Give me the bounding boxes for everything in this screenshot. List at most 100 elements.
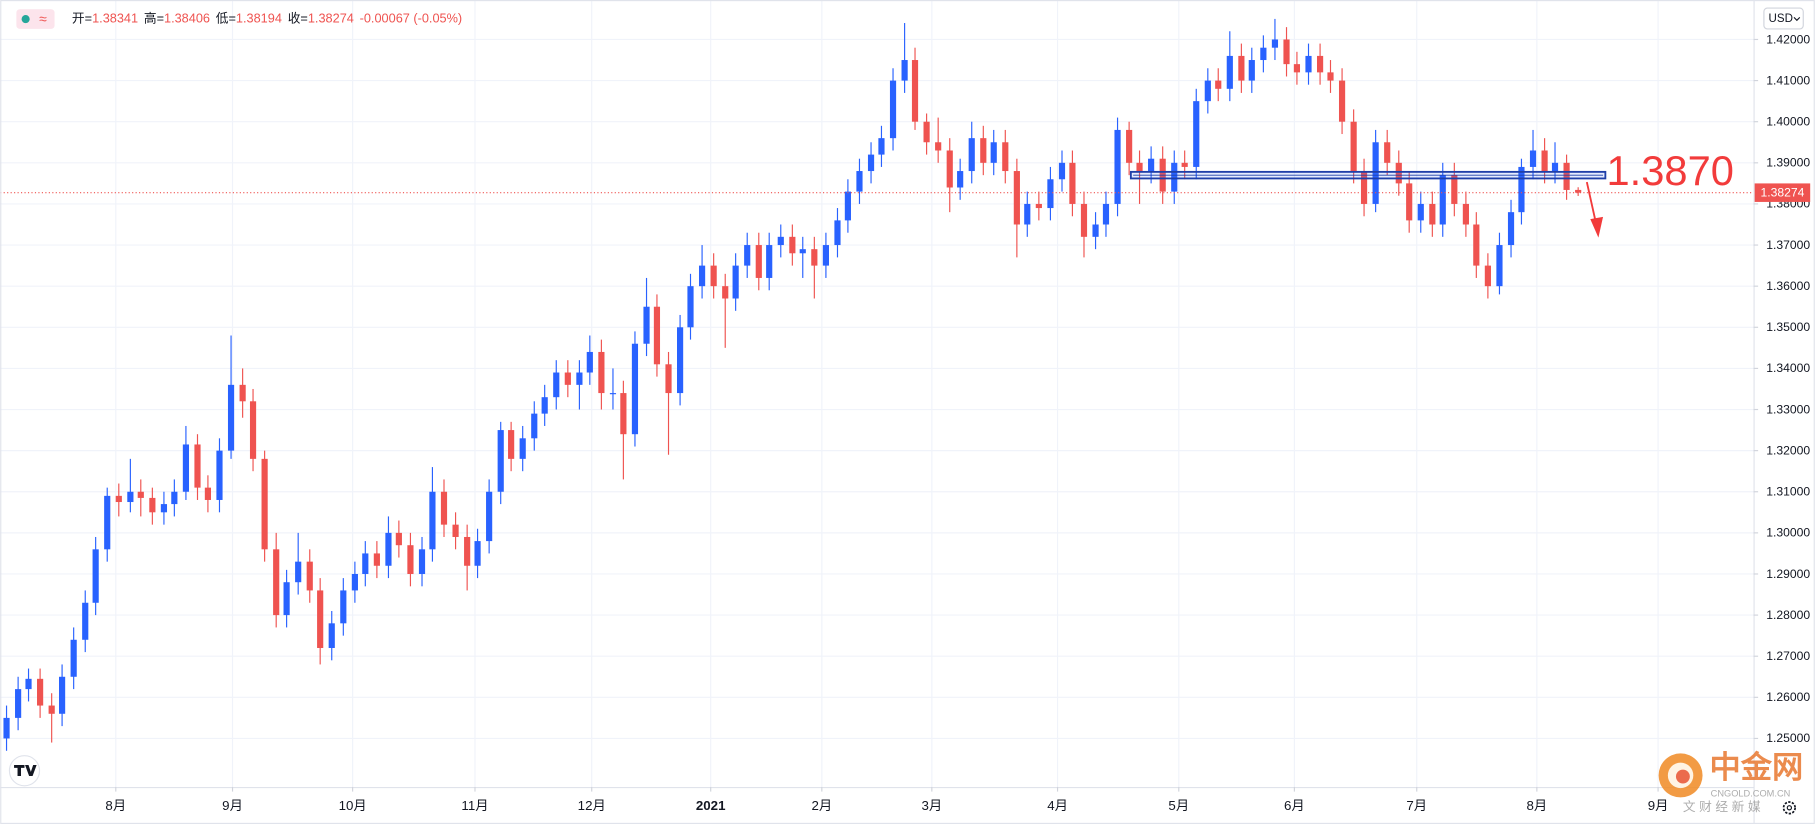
settings[interactable] (1782, 801, 1797, 815)
candle-body (755, 245, 762, 278)
candle-body (878, 138, 885, 155)
watermark: 中金网 CNGOLD.COM.CN 文 财 经 新 媒 (1658, 750, 1803, 814)
candle-body (732, 265, 739, 299)
candle-body (598, 351, 605, 394)
watermark-logo-core (1675, 769, 1690, 784)
watermark-tagline: 文 财 经 新 媒 (1683, 799, 1761, 814)
candle-body (1406, 183, 1413, 221)
candle-body (1226, 55, 1233, 89)
candle-body (340, 590, 347, 624)
x-tick-label: 5月 (1168, 798, 1189, 813)
legend-value: -0.00067 (-0.05%) (360, 11, 463, 26)
candle-body (799, 249, 806, 254)
legend-label: 低= (216, 11, 236, 26)
candle-body (541, 397, 548, 414)
candle-body (317, 590, 324, 648)
candle-body (946, 150, 953, 188)
candle-body (429, 491, 436, 550)
legend-value: 1.38274 (308, 11, 354, 26)
candle-body (216, 450, 223, 500)
candle-body (283, 582, 290, 616)
gear-hub (1786, 805, 1793, 811)
candle-body (1473, 224, 1480, 266)
candle-body (1327, 72, 1334, 81)
candle-body (182, 444, 190, 492)
legend-label: 开= (72, 11, 92, 26)
candle-body (1002, 142, 1009, 172)
candle-body (901, 60, 908, 81)
currency-selector[interactable]: USD (1763, 7, 1804, 30)
y-tick-label: 1.28000 (1766, 608, 1810, 622)
candle-body (261, 458, 268, 550)
overlay: 1.3870 (0, 147, 1754, 238)
candle-body (160, 504, 168, 513)
candle-body (1092, 224, 1099, 237)
dropdown-caret (1793, 16, 1801, 22)
y-tick-label: 1.26000 (1766, 690, 1810, 704)
candle-body (508, 430, 515, 459)
candle-body (1462, 203, 1469, 225)
header: ≈ 开=1.38341 高=1.38406 低=1.38194 收=1.38274 -0… (16, 9, 462, 29)
candle-body (452, 524, 459, 537)
candle-body (1484, 265, 1491, 287)
candle-body (1518, 166, 1525, 213)
candle-body (171, 491, 178, 505)
y-tick-label: 1.32000 (1766, 443, 1810, 457)
candle-body (1551, 162, 1559, 172)
x-tick-label: 3月 (921, 798, 942, 813)
y-tick-label: 1.31000 (1766, 485, 1810, 499)
legend-value: 1.38194 (236, 11, 282, 26)
candle-body (1260, 47, 1267, 61)
candle-body (856, 171, 863, 192)
candle-body (1360, 171, 1368, 204)
status-dot (21, 15, 30, 24)
x-tick-label: 8月 (1526, 798, 1547, 813)
candle-body (1215, 80, 1222, 89)
y-tick-label: 1.33000 (1766, 402, 1810, 416)
y-tick-label: 1.29000 (1766, 567, 1810, 581)
axes: 1.25000 1.26000 1.27000 1.28000 1.29000 1.300… (105, 32, 1810, 813)
y-tick-label: 1.40000 (1766, 114, 1810, 128)
candle-body (1541, 150, 1548, 172)
logo-circle[interactable] (8, 755, 41, 787)
legend-value: 1.38341 (92, 11, 138, 26)
candle-body (3, 717, 10, 739)
y-tick-label: 1.36000 (1766, 279, 1810, 293)
currency-label[interactable]: USD (1769, 13, 1793, 25)
candle-body (1181, 162, 1188, 167)
candle-body (1271, 39, 1279, 48)
candle-body (1338, 80, 1346, 122)
tv-logo[interactable] (8, 755, 41, 787)
candle-body (59, 676, 66, 714)
candle-body (15, 689, 22, 718)
level-label: 1.3870 (1607, 147, 1734, 194)
candle-body (486, 491, 493, 542)
candle-body (82, 602, 89, 640)
candle-body (935, 142, 942, 151)
candle-body (306, 561, 313, 591)
candle-body (1575, 189, 1582, 193)
candle-body (104, 495, 111, 550)
y-tick-label: 1.35000 (1766, 320, 1810, 334)
candle-body (990, 142, 997, 163)
candle-body (1529, 150, 1537, 167)
candle-body (867, 154, 875, 172)
x-tick-label: 7月 (1406, 798, 1427, 813)
y-tick-label: 1.30000 (1766, 526, 1810, 540)
candle-body (980, 138, 987, 163)
candle-body (295, 561, 302, 583)
candle-body (811, 249, 818, 266)
candle-body (92, 549, 99, 603)
gear-icon[interactable] (1782, 801, 1797, 815)
currency-box[interactable] (1763, 7, 1804, 30)
candle-body (957, 171, 964, 188)
candle-body (474, 541, 481, 566)
candle-body (204, 487, 211, 500)
candle-body (1417, 203, 1424, 221)
x-tick-label: 12月 (578, 798, 606, 813)
candle-body (889, 80, 897, 139)
candle-body (1238, 55, 1245, 81)
candle-body (48, 705, 55, 714)
